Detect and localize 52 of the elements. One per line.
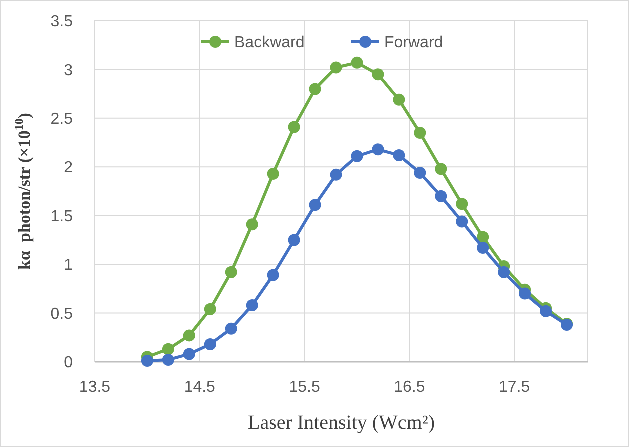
point <box>309 199 322 212</box>
point <box>204 338 216 350</box>
point <box>141 355 154 368</box>
point <box>519 288 532 300</box>
point <box>351 56 364 69</box>
legend-label: Backward <box>234 34 305 52</box>
y-tick-label: 3 <box>64 62 74 80</box>
point <box>477 231 490 244</box>
point <box>414 166 426 179</box>
point <box>477 242 490 254</box>
point <box>246 299 258 312</box>
point <box>330 62 342 74</box>
x-tick-label: 17.5 <box>499 379 530 396</box>
point <box>372 68 384 81</box>
y-tick-label: 3.5 <box>50 14 74 31</box>
point <box>288 234 300 246</box>
point <box>435 190 448 202</box>
x-axis-title: Laser Intensity (Wcm²) <box>248 412 436 434</box>
point <box>372 144 384 156</box>
point <box>435 163 448 176</box>
point <box>162 354 174 366</box>
y-tick-label: 2 <box>64 160 74 177</box>
point <box>540 305 552 318</box>
y-tick-label: 0.5 <box>50 306 74 323</box>
legend-label: Forward <box>384 34 444 52</box>
x-tick-label: 16.5 <box>394 379 426 396</box>
point <box>288 121 300 134</box>
x-tick-label: 14.5 <box>184 379 216 396</box>
point <box>393 94 406 106</box>
point <box>267 269 280 282</box>
point <box>351 150 364 162</box>
point <box>204 303 216 316</box>
y-tick-label: 0 <box>64 354 74 372</box>
y-tick-label: 1 <box>64 257 74 274</box>
point <box>183 348 196 360</box>
y-tick-label: 1.5 <box>50 208 74 226</box>
x-tick-label: 15.5 <box>289 379 320 396</box>
point <box>309 83 322 96</box>
point <box>414 127 426 140</box>
point <box>456 198 468 210</box>
point <box>225 266 238 278</box>
point <box>456 216 468 228</box>
y-tick-label: 2.5 <box>50 111 74 128</box>
point <box>162 343 174 356</box>
point <box>183 330 196 342</box>
point <box>267 168 280 180</box>
point <box>330 168 342 181</box>
point <box>246 218 258 231</box>
point <box>225 322 238 335</box>
x-tick-label: 13.5 <box>79 379 111 396</box>
point <box>498 266 510 278</box>
point <box>393 149 406 162</box>
